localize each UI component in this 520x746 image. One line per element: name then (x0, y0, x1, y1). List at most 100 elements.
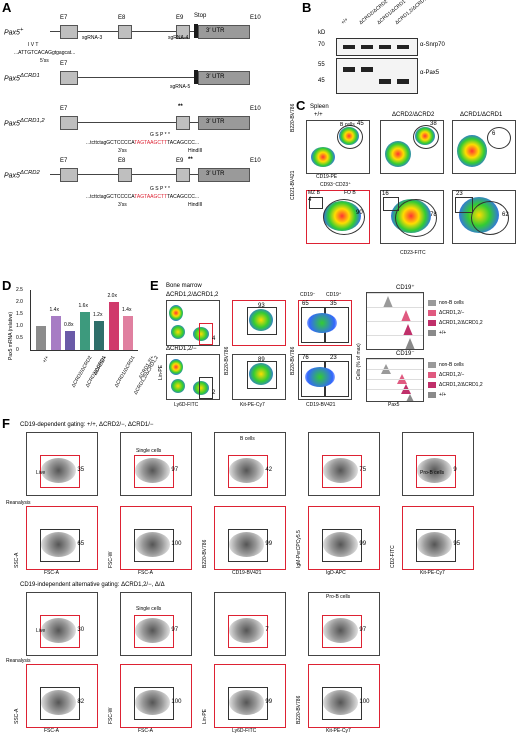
gate-value: 65 (77, 541, 85, 548)
gate-value: 4 (308, 197, 312, 203)
tissue-label: Spleen (310, 104, 329, 110)
y-tick-label: 1.0 (16, 323, 23, 329)
axis-label: FSC-A (138, 728, 153, 734)
contour-plot: 97 (120, 592, 192, 656)
contour-plot: 9 (402, 432, 474, 496)
axis-label: FSC-W (108, 551, 114, 568)
panel-a-letter: A (2, 0, 12, 15)
gate-label: B cells (240, 436, 255, 442)
y-tick-label: 0 (16, 347, 19, 353)
hindiii-label: HindIII (188, 202, 203, 208)
splice-site: 5′ss (40, 58, 49, 64)
y-tick-label: 2.5 (16, 287, 23, 293)
fold-label: 1.4x (49, 307, 59, 314)
stop-stars: ** (178, 104, 183, 110)
gate-label: Pro-B cells (420, 470, 445, 476)
histogram-bottom (366, 358, 424, 402)
marker-55: 55 (318, 62, 325, 68)
exon-e7 (60, 25, 78, 39)
utr-label: 3′ UTR (206, 171, 225, 177)
gate-value: 93 (258, 303, 265, 309)
gate-value: 97 (171, 627, 179, 634)
exon-label: E7 (60, 15, 68, 21)
bar (36, 326, 46, 350)
gate-value: 6 (492, 131, 496, 137)
bar (94, 321, 104, 350)
splice-site: 3′ss (118, 202, 127, 208)
marker-70: 70 (318, 42, 325, 48)
exon-label: E10 (250, 106, 261, 112)
gate-value: 90 (356, 210, 363, 216)
gate-value: 100 (359, 699, 370, 706)
exon-label: E8 (118, 15, 126, 21)
scatter-plot (298, 354, 352, 400)
axis-label: SSC-A (14, 552, 20, 568)
stop-marker (194, 24, 198, 38)
utr-label: 3′ UTR (206, 74, 225, 80)
gating-title-2: CD19-independent alternative gating: ΔCR… (20, 582, 165, 588)
bar (123, 316, 133, 350)
allele-wt-label: Pax5+ (4, 27, 24, 37)
scatter-plot (380, 190, 444, 244)
aa-seq: I V T (28, 42, 39, 48)
gate-value: 99 (359, 541, 367, 548)
gate-label: CD19⁺ (326, 292, 342, 298)
contour-plot: 95 (402, 506, 474, 570)
contour-plot: 100 (120, 506, 192, 570)
gate-value: 4 (212, 336, 216, 342)
panel-c-letter: C (296, 98, 306, 113)
dna-seq: ...ATTGTCACAGgtgagcat... (14, 50, 76, 56)
axis-label: FSC-A (44, 728, 59, 734)
genotype-label: ΔCRD1,2/ΔCRD1,2 (166, 292, 219, 298)
axis-label: CD23-FITC (400, 250, 426, 256)
scatter-plot (452, 120, 516, 174)
gate-label: Single cells (136, 606, 162, 612)
axis-label: CD21-BV421 (290, 170, 296, 200)
lane-label: +/+ (340, 16, 350, 26)
axis-label: IgD-APC (326, 570, 346, 576)
marker-45: 45 (318, 78, 325, 84)
contour-plot: 100 (120, 664, 192, 728)
gating-title-1: CD19-dependent gating: +/+, ΔCRD2/−, ΔCR… (20, 422, 154, 428)
contour-plot: 99 (214, 506, 286, 570)
scatter-plot (232, 354, 286, 400)
genotype-label: ΔCRD1,2/− (166, 346, 197, 352)
antibody-snrp70: α-Snrp70 (420, 42, 445, 48)
y-tick-label: 0.5 (16, 335, 23, 341)
gate-label: Single cells (136, 448, 162, 454)
panel-f-letter: F (2, 416, 10, 431)
fold-label: 1.4x (122, 307, 132, 314)
gate-value: 97 (171, 467, 179, 474)
fold-label: 0.8x (64, 321, 74, 328)
axis-label: Cells (% of max) (356, 343, 362, 380)
gate-value: 35 (330, 301, 337, 307)
gate-value: 100 (171, 699, 182, 706)
scatter-plot (380, 120, 444, 174)
gate-value: 9 (453, 467, 457, 474)
axis-label: CD2-FITC (390, 545, 396, 568)
fold-label: 2.0x (107, 293, 117, 299)
axis-label: Kit-PE-Cy7 (240, 402, 265, 408)
scatter-plot (166, 354, 220, 400)
aa-seq: G S P * * (150, 186, 170, 192)
axis-label: FSC-W (108, 707, 114, 724)
exon-label: E9 (176, 15, 184, 21)
scatter-plot (306, 120, 370, 174)
contour-plot: 99 (214, 664, 286, 728)
exon-label: E7 (60, 106, 68, 112)
bar (108, 302, 119, 350)
exon-label: E8 (118, 158, 126, 164)
gate-label: Pro-B cells (326, 594, 351, 600)
axis-label: SSC-A (14, 708, 20, 724)
bar (65, 330, 75, 350)
contour-plot: 65 (26, 506, 98, 570)
genotype-label: +/+ (314, 112, 323, 118)
axis-label: B220-BV786 (290, 346, 296, 375)
axis-label: CD19-PE (316, 174, 338, 180)
legend-bottom: non-B cells ΔCRD1,2/− ΔCRD1,2/ΔCRD1,2 +/… (428, 360, 483, 400)
gate-note: CD93⁻CD23⁺ (320, 182, 351, 188)
gate-value: 38 (430, 121, 437, 127)
allele-crd1-label: Pax5ΔCRD1 (4, 73, 40, 83)
x-axis (30, 350, 138, 351)
scatter-plot (232, 300, 286, 346)
